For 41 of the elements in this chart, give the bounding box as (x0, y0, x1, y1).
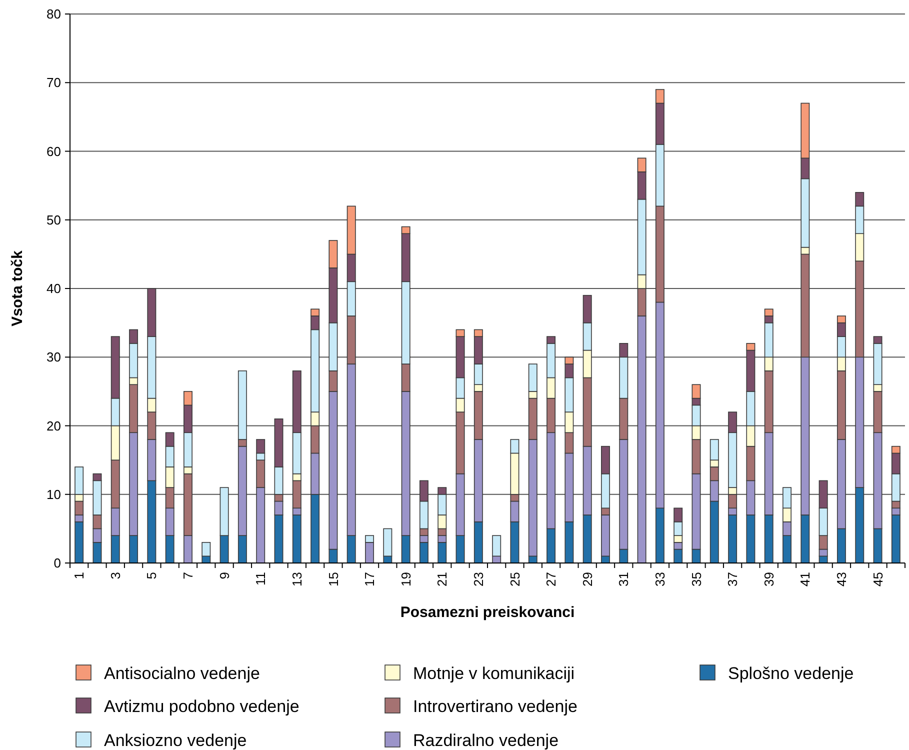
x-tick-label: 15 (326, 572, 341, 586)
x-tick-label: 21 (434, 572, 450, 586)
x-tick-label: 43 (834, 572, 850, 586)
legend-label: Splošno vedenje (728, 664, 854, 683)
x-axis-title: Posamezni preiskovanci (400, 604, 575, 621)
y-tick-label: 50 (46, 212, 61, 228)
x-tick-label: 29 (580, 572, 595, 586)
x-tick-label: 45 (870, 572, 886, 586)
x-tick-label: 25 (507, 572, 522, 586)
x-tick-label: 9 (216, 572, 232, 580)
y-tick-label: 70 (46, 75, 61, 90)
x-tick-label: 37 (725, 572, 740, 586)
x-tick-label: 35 (688, 572, 704, 586)
x-tick-label: 31 (616, 572, 632, 586)
x-tick-label: 23 (470, 572, 486, 586)
y-tick-label: 80 (46, 6, 61, 22)
legend-label: Anksiozno vedenje (104, 730, 247, 750)
legend-label: Introvertirano vedenje (413, 696, 578, 716)
y-axis-title: Vsota točk (9, 250, 26, 326)
x-tick-label: 13 (289, 572, 304, 586)
x-tick-label: 7 (180, 572, 196, 580)
x-tick-label: 33 (652, 572, 668, 586)
y-tick-label: 0 (54, 556, 61, 571)
x-tick-label: 19 (398, 572, 414, 586)
x-tick-label: 39 (761, 572, 776, 586)
legend-label: Avtizmu podobno vedenje (104, 696, 300, 716)
x-tick-label: 41 (798, 572, 813, 586)
y-tick-label: 10 (46, 486, 61, 502)
x-tick-label: 17 (362, 572, 378, 586)
y-tick-label: 60 (46, 144, 61, 159)
legend-label: Antisocialno vedenje (104, 664, 260, 683)
x-tick-label: 27 (544, 572, 559, 586)
legend-label: Motnje v komunikaciji (413, 664, 575, 683)
x-tick-label: 11 (253, 572, 268, 586)
x-tick-label: 1 (72, 572, 87, 580)
y-tick-label: 40 (46, 281, 61, 296)
legend-label: Razdiralno vedenje (413, 730, 559, 750)
y-tick-label: 20 (46, 418, 61, 434)
y-tick-label: 30 (46, 350, 61, 365)
x-tick-label: 5 (144, 572, 160, 580)
x-tick-label: 3 (108, 572, 123, 580)
